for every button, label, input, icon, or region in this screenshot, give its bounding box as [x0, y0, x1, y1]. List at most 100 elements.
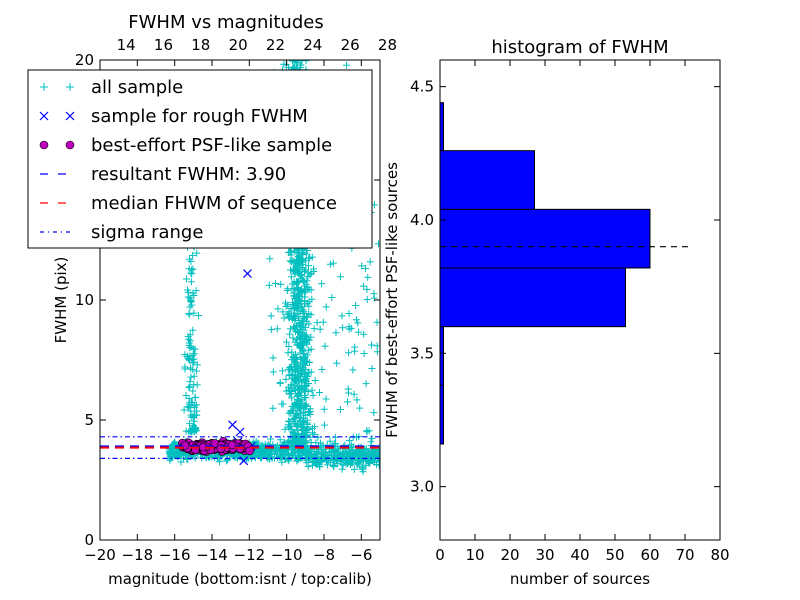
chart-title: histogram of FWHM [491, 37, 668, 58]
data-point-all-sample [307, 368, 315, 376]
data-point-all-sample [289, 267, 297, 275]
top-tick-label: 26 [341, 36, 360, 54]
data-point-all-sample [187, 269, 195, 277]
data-point-all-sample [360, 349, 368, 357]
x-tick-label: −18 [122, 546, 154, 564]
data-point-all-sample [266, 455, 274, 463]
data-point-all-sample [255, 451, 263, 459]
x-tick-label: −6 [350, 546, 372, 564]
data-point-all-sample [307, 451, 315, 459]
data-point-all-sample [289, 367, 297, 375]
data-point-all-sample [334, 445, 342, 453]
legend-marker-plus [66, 83, 74, 91]
data-point-all-sample [276, 436, 284, 444]
data-point-all-sample [193, 249, 201, 257]
x-axis-label: magnitude (bottom:isnt / top:calib) [108, 570, 372, 588]
data-point-all-sample [185, 384, 193, 392]
data-point-all-sample [289, 315, 297, 323]
legend-marker-x [65, 111, 75, 121]
data-point-all-sample [318, 280, 326, 288]
data-point-rough-sample [243, 269, 252, 279]
data-point-all-sample [289, 60, 297, 65]
legend-label: median FHWM of sequence [91, 193, 337, 214]
data-point-all-sample [350, 465, 358, 473]
data-point-all-sample [273, 325, 281, 333]
x-tick-label: 60 [640, 546, 659, 564]
data-point-all-sample [350, 390, 358, 398]
histogram-bar [439, 102, 444, 152]
data-point-all-sample [303, 340, 311, 348]
data-point-all-sample [301, 371, 309, 379]
data-point-all-sample [189, 351, 197, 359]
data-point-all-sample [187, 278, 195, 286]
data-point-all-sample [293, 257, 301, 265]
legend-label: best-effort PSF-like sample [91, 135, 332, 156]
scatter-panel: −20 −18 −16 −14 −12 −10 −8 −6 14 16 18 20 22 24 26 28 0 5… [27, 12, 397, 588]
data-point-all-sample [291, 435, 299, 443]
data-point-all-sample [348, 443, 356, 451]
data-point-all-sample [323, 461, 331, 469]
y-tick-label: 5 [84, 411, 94, 429]
data-point-all-sample [182, 275, 190, 283]
data-point-all-sample [269, 368, 277, 376]
data-point-all-sample [306, 433, 314, 441]
data-point-all-sample [359, 282, 367, 290]
data-point-all-sample [368, 341, 376, 349]
data-point-all-sample [305, 310, 313, 318]
data-point-all-sample [284, 349, 292, 357]
data-point-all-sample [187, 407, 195, 415]
data-point-all-sample [359, 468, 367, 476]
data-point-all-sample [330, 448, 338, 456]
data-point-all-sample [300, 314, 308, 322]
data-point-all-sample [189, 326, 197, 334]
y-axis-label: FWHM of best-effort PSF-like sources [383, 162, 401, 438]
data-point-all-sample [284, 248, 292, 256]
histogram-bar [439, 150, 535, 210]
data-point-all-sample [302, 250, 310, 258]
top-tick-label: 16 [154, 36, 173, 54]
data-point-all-sample [303, 431, 311, 439]
data-point-all-sample [287, 408, 295, 416]
data-point-all-sample [308, 386, 316, 394]
data-point-all-sample [296, 249, 304, 257]
data-point-all-sample [302, 280, 310, 288]
data-point-all-sample [305, 346, 313, 354]
data-point-all-sample [291, 338, 299, 346]
data-point-all-sample [356, 404, 364, 412]
data-point-all-sample [307, 438, 315, 446]
data-point-all-sample [191, 393, 199, 401]
y-tick-label: 10 [75, 291, 94, 309]
y-axis-label: FWHM (pix) [52, 257, 70, 344]
data-point-all-sample [367, 438, 375, 446]
data-point-all-sample [316, 325, 324, 333]
data-point-all-sample [352, 316, 360, 324]
x-tick-label: 0 [435, 546, 445, 564]
data-point-all-sample [276, 379, 284, 387]
data-point-all-sample [313, 319, 321, 327]
data-point-all-sample [190, 291, 198, 299]
legend-marker-plus [40, 83, 48, 91]
data-point-all-sample [291, 310, 299, 318]
data-point-all-sample [301, 438, 309, 446]
data-point-all-sample [295, 253, 303, 261]
data-point-all-sample [288, 394, 296, 402]
x-tick-label: 20 [500, 546, 519, 564]
data-point-all-sample [295, 286, 303, 294]
data-point-all-sample [304, 262, 312, 270]
data-point-all-sample [168, 441, 176, 449]
data-point-all-sample [344, 385, 352, 393]
data-point-all-sample [288, 381, 296, 389]
data-point-all-sample [366, 459, 374, 467]
data-point-all-sample [290, 289, 298, 297]
data-point-all-sample [326, 260, 334, 268]
data-point-all-sample [211, 454, 219, 462]
data-point-all-sample [284, 301, 292, 309]
data-point-all-sample [345, 349, 353, 357]
data-point-all-sample [294, 449, 302, 457]
data-point-all-sample [285, 308, 293, 316]
data-point-all-sample [185, 395, 193, 403]
data-point-all-sample [186, 255, 193, 263]
data-point-all-sample [330, 455, 338, 463]
data-point-all-sample [287, 273, 295, 281]
x-tick-label: −12 [234, 546, 266, 564]
